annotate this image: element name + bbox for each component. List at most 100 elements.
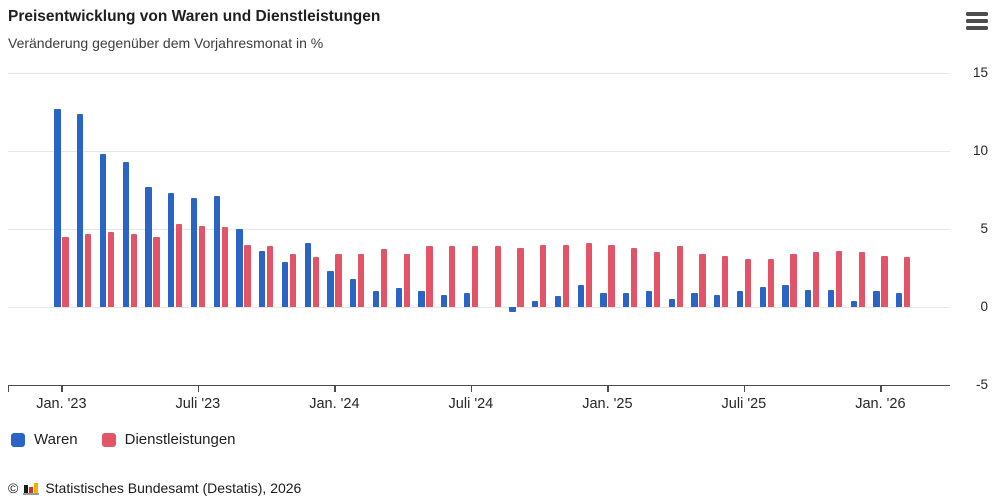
bar-waren-2023-11[interactable] — [281, 261, 289, 307]
bar-dienstleistungen-2025-09[interactable] — [790, 254, 797, 307]
bar-waren-2025-12[interactable] — [850, 300, 857, 307]
bar-dienstleistungen-2024-01[interactable] — [335, 254, 342, 307]
x-axis-label: Jan. '24 — [309, 396, 360, 412]
bar-waren-2025-04[interactable] — [668, 299, 675, 307]
bar-dienstleistungen-2023-03[interactable] — [107, 232, 115, 307]
bar-dienstleistungen-2025-10[interactable] — [813, 252, 820, 307]
bar-waren-2024-11[interactable] — [554, 296, 562, 307]
bar-dienstleistungen-2025-06[interactable] — [722, 255, 729, 307]
bar-waren-2025-05[interactable] — [691, 293, 698, 307]
bar-dienstleistungen-2023-04[interactable] — [130, 233, 137, 307]
bar-waren-2024-09[interactable] — [509, 307, 516, 312]
bar-dienstleistungen-2025-08[interactable] — [767, 258, 774, 307]
chart-title: Preisentwicklung von Waren und Dienstlei… — [8, 8, 381, 25]
bar-dienstleistungen-2026-01[interactable] — [881, 255, 888, 307]
bar-waren-2025-06[interactable] — [714, 294, 721, 307]
bar-waren-2023-10[interactable] — [259, 250, 266, 307]
bar-waren-2023-12[interactable] — [304, 243, 311, 307]
legend-item-waren[interactable]: Waren — [11, 431, 78, 448]
bar-dienstleistungen-2023-12[interactable] — [312, 257, 319, 307]
gridline — [8, 307, 950, 308]
bar-dienstleistungen-2024-08[interactable] — [494, 246, 501, 307]
bar-dienstleistungen-2025-02[interactable] — [631, 247, 638, 307]
legend-label: Waren — [34, 431, 78, 448]
bar-waren-2024-12[interactable] — [577, 285, 584, 307]
bar-waren-2023-05[interactable] — [145, 186, 152, 307]
bar-dienstleistungen-2025-01[interactable] — [608, 244, 615, 307]
bar-waren-2023-09[interactable] — [236, 229, 243, 307]
bar-waren-2023-08[interactable] — [213, 196, 220, 307]
x-axis-label: Juli '24 — [448, 396, 494, 412]
bar-waren-2023-01[interactable] — [54, 108, 61, 307]
bar-waren-2023-03[interactable] — [99, 154, 107, 307]
waren-swatch-icon — [11, 432, 25, 447]
bar-waren-2024-05[interactable] — [418, 291, 425, 307]
plot-area — [8, 73, 950, 386]
bar-dienstleistungen-2024-11[interactable] — [562, 244, 570, 307]
bar-waren-2024-07[interactable] — [463, 293, 471, 307]
bar-waren-2025-07[interactable] — [736, 291, 744, 307]
bar-waren-2024-01[interactable] — [327, 271, 334, 307]
y-axis-label: 10 — [972, 143, 988, 158]
bar-dienstleistungen-2023-10[interactable] — [267, 246, 274, 307]
bar-dienstleistungen-2023-06[interactable] — [176, 224, 183, 307]
bar-dienstleistungen-2023-09[interactable] — [244, 244, 251, 307]
bar-dienstleistungen-2023-08[interactable] — [221, 227, 228, 307]
copyright-symbol: © — [8, 480, 19, 496]
bar-waren-2025-09[interactable] — [782, 285, 789, 307]
bar-dienstleistungen-2024-06[interactable] — [449, 246, 456, 307]
bar-dienstleistungen-2024-04[interactable] — [403, 254, 410, 307]
bar-waren-2025-10[interactable] — [805, 289, 812, 307]
bar-dienstleistungen-2023-07[interactable] — [198, 225, 206, 307]
bar-waren-2025-08[interactable] — [759, 286, 766, 307]
bar-waren-2023-02[interactable] — [77, 113, 84, 307]
bar-dienstleistungen-2025-04[interactable] — [676, 246, 683, 307]
bar-dienstleistungen-2024-10[interactable] — [540, 244, 547, 307]
x-axis-tick — [743, 386, 746, 392]
bar-waren-2025-03[interactable] — [645, 291, 653, 307]
bar-dienstleistungen-2025-11[interactable] — [835, 250, 843, 307]
bar-waren-2024-10[interactable] — [532, 300, 539, 307]
bar-waren-2025-11[interactable] — [827, 289, 835, 307]
bar-waren-2024-04[interactable] — [395, 288, 402, 307]
bar-dienstleistungen-2023-05[interactable] — [153, 236, 160, 307]
x-axis-tick — [470, 386, 473, 392]
bar-dienstleistungen-2025-07[interactable] — [744, 258, 752, 307]
bar-waren-2024-06[interactable] — [441, 294, 448, 307]
bar-dienstleistungen-2026-02[interactable] — [904, 257, 911, 307]
bar-waren-2025-01[interactable] — [600, 293, 607, 307]
destatis-bars-icon — [23, 482, 40, 495]
bar-waren-2024-02[interactable] — [350, 278, 357, 307]
gridline — [8, 229, 950, 230]
bar-waren-2026-01[interactable] — [873, 291, 880, 307]
legend: Waren Dienstleistungen — [11, 431, 236, 448]
x-axis-tick — [880, 386, 882, 392]
bar-waren-2024-03[interactable] — [372, 291, 380, 307]
bar-waren-2023-04[interactable] — [122, 161, 129, 307]
source-line: © Statistisches Bundesamt (Destatis), 20… — [8, 480, 301, 496]
hamburger-icon[interactable] — [966, 12, 988, 30]
bar-waren-2025-02[interactable] — [623, 293, 630, 307]
bar-waren-2023-07[interactable] — [190, 197, 198, 307]
x-axis-tick — [8, 386, 10, 392]
bar-dienstleistungen-2024-07[interactable] — [471, 246, 479, 307]
bar-waren-2023-06[interactable] — [168, 193, 175, 307]
bar-dienstleistungen-2024-09[interactable] — [517, 247, 524, 307]
bar-dienstleistungen-2024-12[interactable] — [585, 243, 592, 307]
x-axis-label: Jan. '26 — [855, 396, 906, 412]
x-axis-tick — [197, 386, 200, 392]
bar-dienstleistungen-2024-05[interactable] — [426, 246, 433, 307]
x-axis-label: Juli '25 — [721, 396, 767, 412]
legend-item-dienstleistungen[interactable]: Dienstleistungen — [101, 431, 236, 448]
y-axis-label: -5 — [975, 377, 988, 392]
bar-dienstleistungen-2025-05[interactable] — [699, 254, 706, 307]
bar-dienstleistungen-2023-01[interactable] — [62, 236, 69, 307]
bar-dienstleistungen-2024-02[interactable] — [358, 254, 365, 307]
bar-dienstleistungen-2023-02[interactable] — [85, 233, 92, 307]
bar-dienstleistungen-2025-12[interactable] — [858, 252, 865, 307]
bar-dienstleistungen-2025-03[interactable] — [653, 252, 661, 307]
bar-dienstleistungen-2023-11[interactable] — [289, 254, 297, 307]
bar-dienstleistungen-2024-03[interactable] — [380, 249, 388, 307]
bar-waren-2026-02[interactable] — [896, 293, 903, 307]
